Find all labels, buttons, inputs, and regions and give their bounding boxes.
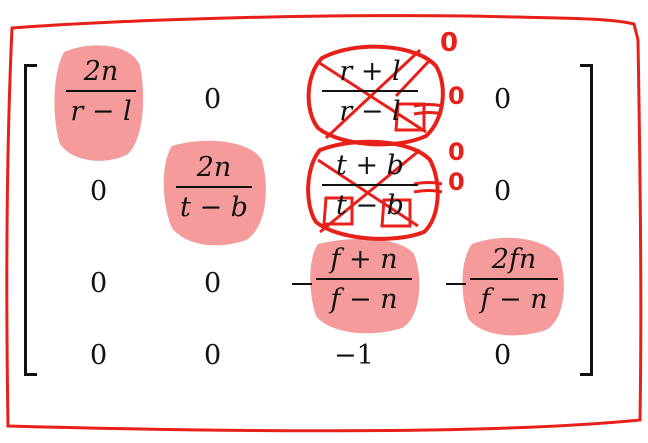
handwritten-zero-3: 0 xyxy=(448,138,465,166)
minus-sign-r2-c3 xyxy=(446,283,466,285)
denominator: f − n xyxy=(330,284,398,315)
cross-r-plus-l xyxy=(317,48,427,140)
numerator: 2fn xyxy=(491,244,537,275)
entry-r3-c2: −1 xyxy=(334,340,374,371)
highlight-2n-over-t-minus-b xyxy=(163,140,266,246)
numerator: f + n xyxy=(330,244,398,275)
highlight-2n-over-r-minus-l xyxy=(54,45,144,161)
denominator: r − l xyxy=(339,96,401,127)
handwritten-zero-1: 0 xyxy=(440,28,459,58)
fraction-bar xyxy=(66,90,136,92)
minus-sign-r2-c2 xyxy=(292,283,312,285)
circle-r-plus-l xyxy=(306,44,445,147)
entry-r0-c2: r + l r − l xyxy=(322,58,418,125)
denominator: t − b xyxy=(180,192,248,223)
entry-r1-c0: 0 xyxy=(90,176,108,207)
entry-r0-c0: 2n r − l xyxy=(66,58,136,125)
handwritten-zero-2: 0 xyxy=(448,82,465,110)
circle-t-plus-b xyxy=(306,139,440,241)
numerator: t + b xyxy=(336,150,404,181)
entry-r1-c2: t + b t − b xyxy=(322,152,418,219)
fraction-bar xyxy=(322,184,418,186)
entry-r2-c1: 0 xyxy=(204,268,222,299)
denominator: f − n xyxy=(480,284,548,315)
box-t-minus-b-symbol xyxy=(322,196,354,226)
entry-r3-c3: 0 xyxy=(494,340,512,371)
entry-r2-c3: 2fn f − n xyxy=(470,246,558,313)
entry-r1-c3: 0 xyxy=(494,176,512,207)
denominator: t − b xyxy=(336,190,404,221)
fraction-bar xyxy=(176,186,252,188)
right-bracket xyxy=(580,64,593,376)
left-bracket xyxy=(24,64,37,376)
equals-scribble-1 xyxy=(413,103,443,116)
highlight-2fn xyxy=(462,237,564,336)
box-t-minus-b-symbol-2 xyxy=(380,198,412,228)
numerator: r + l xyxy=(339,56,401,87)
entry-r2-c0: 0 xyxy=(90,268,108,299)
highlight-f-plus-n xyxy=(310,238,420,334)
numerator: 2n xyxy=(196,152,232,183)
fraction-bar xyxy=(322,90,418,92)
entry-r3-c0: 0 xyxy=(90,340,108,371)
handwritten-zero-4: 0 xyxy=(448,168,465,196)
numerator: 2n xyxy=(83,56,119,87)
entry-r0-c1: 0 xyxy=(204,84,222,115)
cross-t-plus-b xyxy=(317,148,421,234)
box-r-minus-l-symbol xyxy=(394,102,426,132)
fraction-bar xyxy=(470,278,558,280)
denominator: r − l xyxy=(70,96,132,127)
fraction-bar xyxy=(316,278,412,280)
equals-scribble-2 xyxy=(413,181,443,194)
entry-r2-c2: f + n f − n xyxy=(316,246,412,313)
red-frame xyxy=(5,14,643,433)
entry-r1-c1: 2n t − b xyxy=(176,154,252,221)
entry-r3-c1: 0 xyxy=(204,340,222,371)
entry-r0-c3: 0 xyxy=(494,84,512,115)
